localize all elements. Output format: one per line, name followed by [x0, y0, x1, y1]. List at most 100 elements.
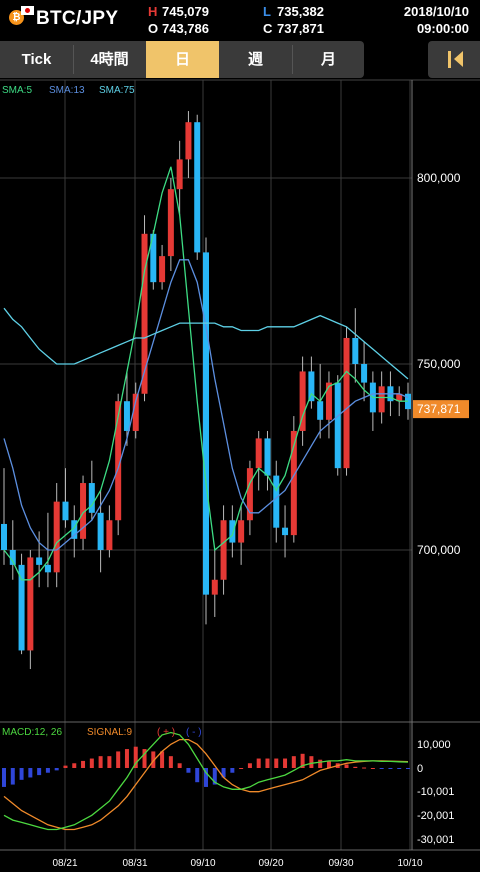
candle-body: [229, 520, 236, 543]
macd-histogram-bar: [239, 768, 244, 769]
candle-body: [44, 564, 51, 573]
candle-body: [282, 527, 289, 536]
candle-body: [123, 401, 130, 431]
macd-histogram-bar: [344, 764, 349, 768]
candle-body: [53, 501, 60, 573]
candle-body: [264, 438, 271, 476]
date-label: 09/20: [258, 858, 283, 869]
macd-histogram-bar: [63, 765, 68, 768]
candle-body: [317, 401, 324, 420]
date-label: 10/10: [397, 858, 422, 869]
candle-body: [97, 512, 104, 550]
legend-sma5: SMA:5: [2, 85, 32, 96]
macd-axis-label: -10,001: [417, 786, 454, 798]
legend-sma13: SMA:13: [49, 85, 85, 96]
macd-histogram-bar: [186, 768, 191, 773]
candle-body: [167, 189, 174, 257]
candle-body: [18, 564, 25, 651]
macd-histogram-bar: [177, 763, 182, 768]
price-label: 700,000: [417, 543, 461, 557]
collapse-left-icon: [448, 51, 451, 68]
tab-divider: [292, 45, 293, 74]
macd-histogram-bar: [133, 746, 138, 768]
candle-body: [194, 122, 201, 253]
macd-histogram-bar: [107, 756, 112, 768]
candle-body: [361, 364, 368, 383]
sma-5-line: [3, 166, 408, 581]
macd-histogram-bar: [353, 766, 358, 768]
macd-histogram-bar: [116, 751, 121, 768]
candle-body: [378, 386, 385, 413]
macd-histogram-bar: [124, 749, 129, 768]
macd-histogram-bar: [318, 759, 323, 768]
macd-histogram-bar: [142, 749, 147, 768]
macd-histogram-bar: [379, 768, 384, 769]
tab-daily[interactable]: 日: [146, 41, 219, 78]
macd-histogram-bar: [212, 768, 217, 785]
macd-axis-label: 0: [417, 763, 423, 775]
date-label: 08/21: [52, 858, 77, 869]
macd-histogram-bar: [406, 768, 410, 769]
date-label: 09/30: [328, 858, 353, 869]
macd-histogram-bar: [370, 768, 375, 769]
moving-averages: [3, 166, 409, 581]
macd-histogram-bar: [230, 768, 235, 773]
tab-tick[interactable]: Tick: [21, 51, 52, 68]
tab-4hour[interactable]: 4時間: [90, 51, 129, 68]
collapse-button[interactable]: [428, 41, 480, 78]
candle-body: [36, 557, 43, 565]
close-quote: C 737,871: [263, 21, 324, 36]
candle-body: [325, 382, 332, 420]
open-quote: O 743,786: [148, 21, 209, 36]
macd-line: [3, 731, 409, 831]
quote-date: 2018/10/10: [403, 4, 469, 19]
candle-body: [1, 523, 7, 550]
price-label: 800,000: [417, 171, 461, 185]
signal-line: [3, 738, 409, 831]
macd-legend: MACD:12, 26: [2, 727, 62, 738]
macd-histogram-bar: [265, 758, 270, 768]
candle-body: [9, 550, 16, 565]
macd-histogram-bar: [283, 758, 288, 768]
macd-histogram-bar: [388, 768, 393, 769]
collapse-arrow-icon: [454, 51, 463, 67]
candle-body: [106, 520, 113, 550]
macd-histogram-bar: [204, 768, 208, 787]
tab-monthly[interactable]: 月: [320, 51, 336, 68]
quote-header: ₿ BTC/JPY H 745,079 L 735,382 O 743,786 C 73…: [0, 0, 480, 40]
candle-body: [203, 252, 209, 595]
macd-histogram-bar: [151, 751, 156, 768]
macd-histogram-bar: [2, 768, 6, 787]
candle-body: [352, 337, 359, 364]
candle-body: [27, 557, 34, 651]
macd-histogram-bar: [28, 768, 33, 778]
tab-weekly[interactable]: 週: [247, 51, 263, 68]
candle-body: [141, 233, 148, 394]
timeframe-tabs: Tick 4時間 日 週 月: [0, 41, 364, 78]
macd-histogram-bar: [98, 756, 103, 768]
candle-body: [255, 438, 262, 469]
candle-body: [62, 501, 69, 521]
candle-body: [80, 483, 87, 539]
candle-body: [299, 371, 306, 431]
macd-histogram-bar: [247, 763, 252, 768]
current-price-label: 737,871: [417, 402, 461, 416]
candle-body: [290, 430, 297, 536]
high-quote: H 745,079: [148, 4, 209, 19]
date-label: 09/10: [190, 858, 215, 869]
candle-body: [334, 382, 341, 469]
macd-histogram-bar: [309, 756, 314, 768]
macd-histogram-bar: [89, 758, 94, 768]
candle-body: [396, 393, 403, 402]
chart-labels: SMA:5 SMA:13 SMA:75 800,000 750,000 700,000 73…: [2, 85, 469, 869]
macd-histogram-bar: [326, 760, 331, 768]
macd-axis-label: 10,000: [417, 739, 451, 751]
macd-histogram-bar: [195, 768, 200, 783]
macd-minus-legend: ( - ): [186, 727, 202, 738]
macd-histogram-bar: [160, 751, 165, 768]
macd-histogram-bar: [221, 768, 226, 778]
macd-histogram-bar: [397, 768, 402, 769]
candle-body: [159, 256, 166, 283]
candle-body: [220, 520, 227, 580]
